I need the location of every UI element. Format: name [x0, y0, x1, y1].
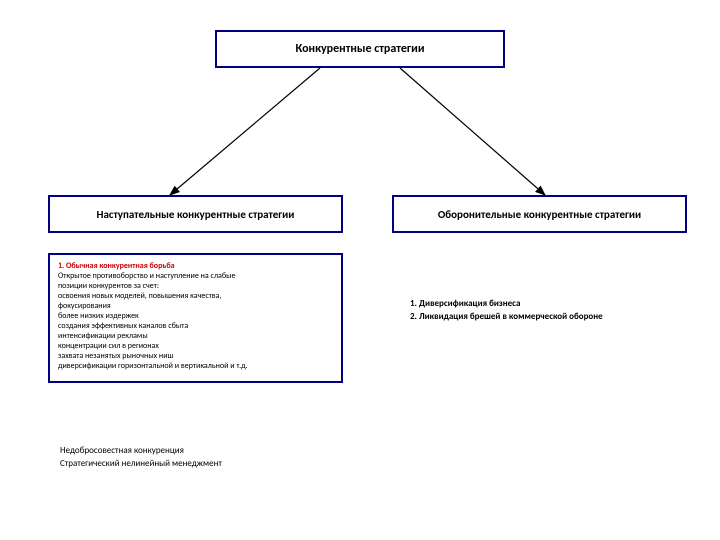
left-detail-line: создания эффективных каналов сбыта — [58, 321, 333, 331]
left-detail-line: Открытое противоборство и наступление на… — [58, 271, 333, 281]
branch-right-label: Оборонительные конкурентные стратегии — [438, 208, 641, 221]
right-ordered-list: Диверсификация бизнесаЛиквидация брешей … — [410, 298, 603, 323]
left-detail-line: более низких издержек — [58, 311, 333, 321]
left-detail-heading: 1. Обычная конкурентная борьба — [58, 261, 333, 271]
left-detail-line: позиции конкурентов за счет: — [58, 281, 333, 291]
left-detail-lines: Открытое противоборство и наступление на… — [58, 271, 333, 371]
edge-right — [400, 68, 545, 195]
bottom-notes: Недобросовестная конкуренцияСтратегическ… — [60, 445, 222, 470]
left-detail-line: освоения новых моделей, повышения качест… — [58, 291, 333, 301]
bottom-note-line: Недобросовестная конкуренция — [60, 445, 222, 458]
root-node: Конкурентные стратегии — [215, 30, 505, 68]
branch-right-node: Оборонительные конкурентные стратегии — [392, 195, 687, 233]
left-detail-line: интенсификации рекламы — [58, 331, 333, 341]
right-list: Диверсификация бизнесаЛиквидация брешей … — [410, 298, 603, 323]
branch-left-node: Наступательные конкурентные стратегии — [48, 195, 343, 233]
left-detail-line: концентрации сил в регионах — [58, 341, 333, 351]
branch-left-label: Наступательные конкурентные стратегии — [97, 208, 295, 221]
left-detail-box: 1. Обычная конкурентная борьба Открытое … — [48, 253, 343, 383]
edge-left — [170, 68, 320, 195]
right-list-item: Ликвидация брешей в коммерческой обороне — [410, 311, 603, 324]
root-label: Конкурентные стратегии — [295, 42, 424, 56]
bottom-note-line: Стратегический нелинейный менеджмент — [60, 458, 222, 471]
right-list-item: Диверсификация бизнеса — [410, 298, 603, 311]
left-detail-line: захвата незанятых рыночных ниш — [58, 351, 333, 361]
left-detail-line: фокусирования — [58, 301, 333, 311]
left-detail-line: диверсификации горизонтальной и вертикал… — [58, 361, 333, 371]
